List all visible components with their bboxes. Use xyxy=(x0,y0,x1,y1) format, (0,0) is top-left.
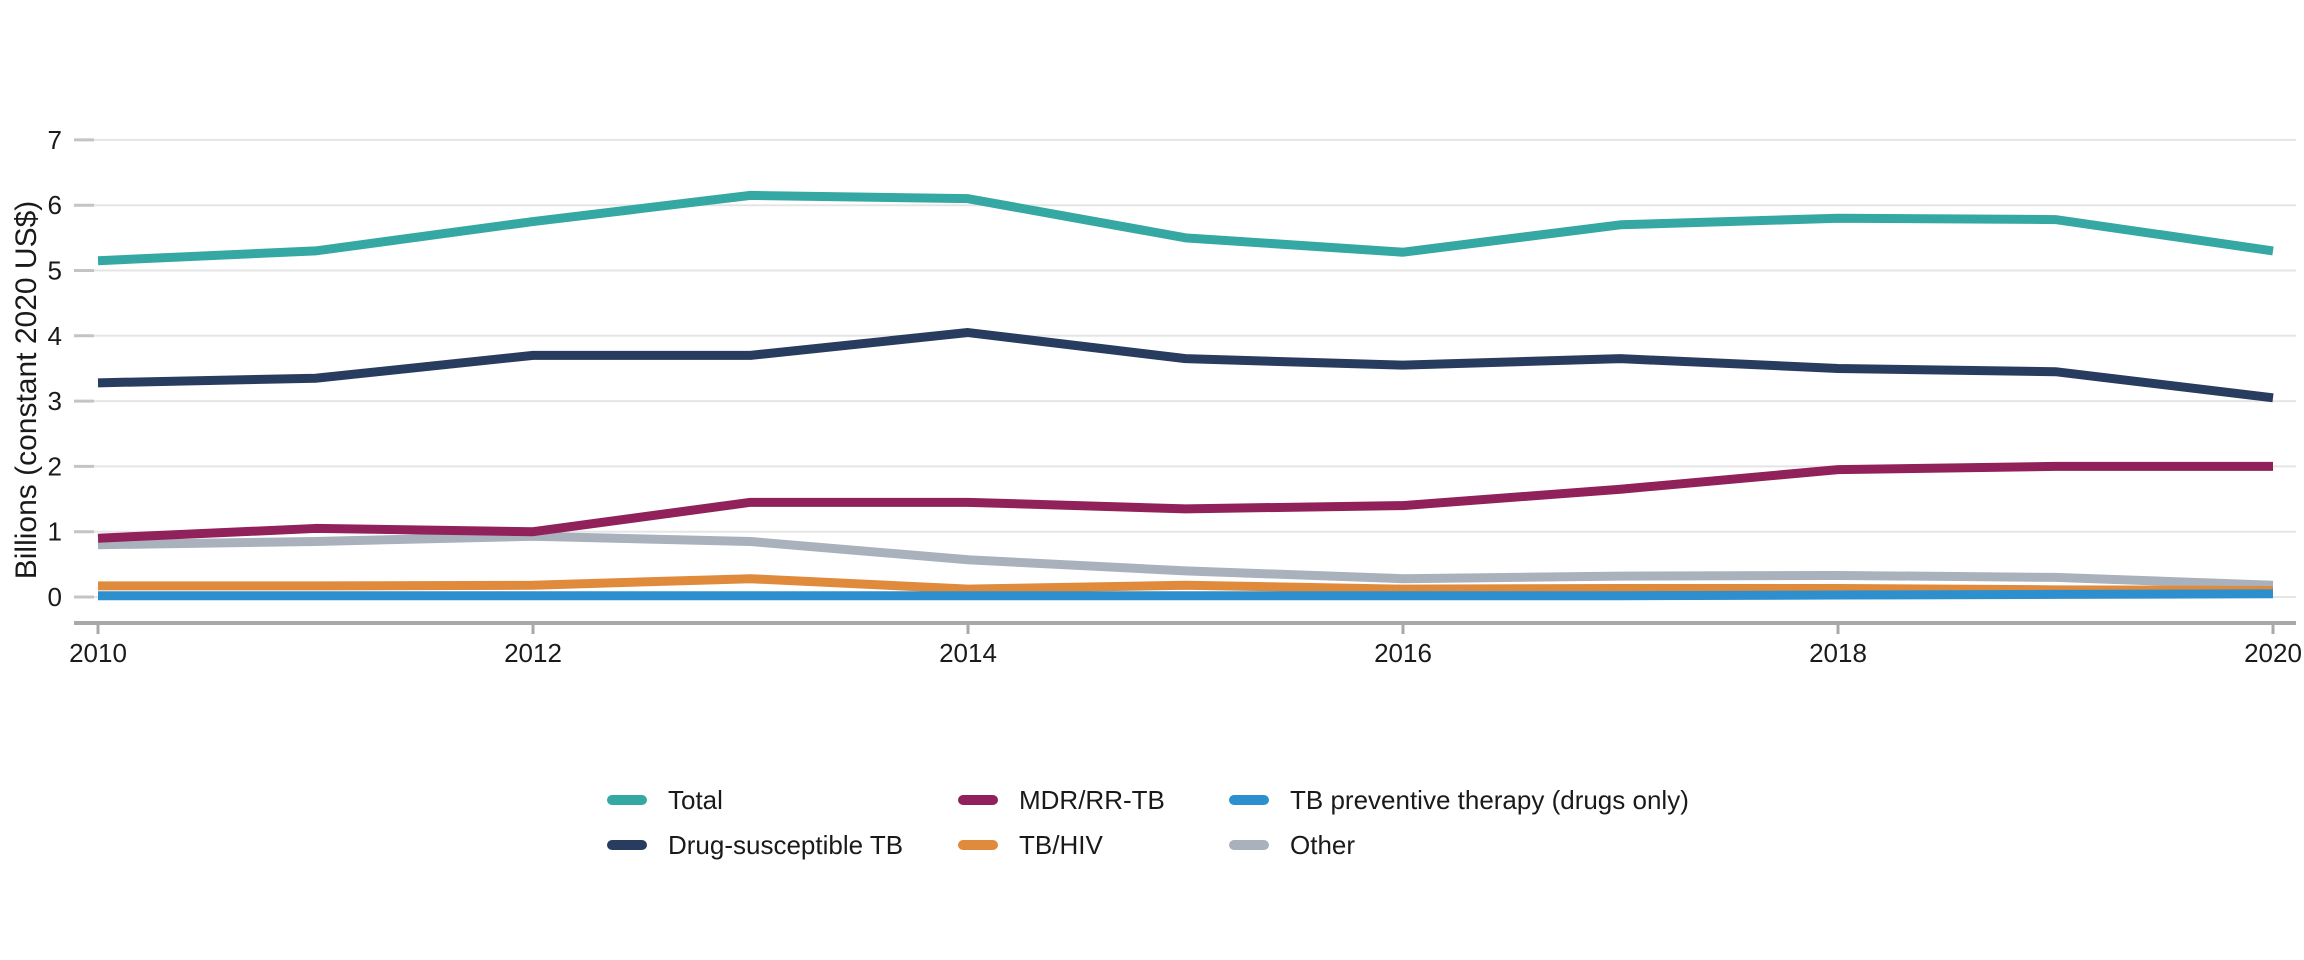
legend-item-total: Total xyxy=(607,785,723,815)
series-line-tb-preventive-therapy-drugs-only xyxy=(98,589,2274,601)
y-tick-label-0: 0 xyxy=(48,582,62,612)
legend-item-tb-hiv: TB/HIV xyxy=(958,830,1103,860)
legend-item-tb-preventive-therapy-drugs-only: TB preventive therapy (drugs only) xyxy=(1229,785,1689,815)
x-tick-label-2014: 2014 xyxy=(939,638,997,668)
series-line-tb-hiv xyxy=(98,574,2274,595)
legend-label-tb-hiv: TB/HIV xyxy=(1019,829,1103,860)
legend-label-total: Total xyxy=(668,784,723,815)
legend-swatch-drug-susceptible-tb xyxy=(607,840,647,850)
legend-item-drug-susceptible-tb: Drug-susceptible TB xyxy=(607,830,903,860)
legend-swatch-total xyxy=(607,795,647,805)
legend-item-mdr-rr-tb: MDR/RR-TB xyxy=(958,785,1165,815)
series-line-total xyxy=(97,190,2274,266)
y-tick-label-5: 5 xyxy=(48,256,62,286)
legend-swatch-tb-hiv xyxy=(958,840,998,850)
x-tick-label-2018: 2018 xyxy=(1809,638,1867,668)
legend-swatch-tb-preventive-therapy-drugs-only xyxy=(1229,795,1269,805)
series-line-drug-susceptible-tb xyxy=(97,328,2274,403)
x-tick-label-2012: 2012 xyxy=(504,638,562,668)
legend-item-other: Other xyxy=(1229,830,1355,860)
legend-swatch-mdr-rr-tb xyxy=(958,795,998,805)
series-line-mdr-rr-tb xyxy=(97,461,2273,543)
y-tick-label-7: 7 xyxy=(48,125,62,155)
y-tick-label-1: 1 xyxy=(48,517,62,547)
x-tick-label-2016: 2016 xyxy=(1374,638,1432,668)
series-line-other xyxy=(97,531,2274,590)
legend-label-other: Other xyxy=(1290,829,1356,860)
x-tick-label-2010: 2010 xyxy=(69,638,127,668)
y-tick-label-4: 4 xyxy=(48,321,62,351)
y-axis-title: Billions (constant 2020 US$) xyxy=(10,200,43,580)
legend-label-drug-susceptible-tb: Drug-susceptible TB xyxy=(668,829,904,860)
tb-funding-line-chart: 0 1 2 3 4 5 6 7 2010 2012 2014 2016 2018 2020 xyxy=(48,125,2302,668)
y-tick-label-6: 6 xyxy=(48,190,62,220)
y-tick-label-2: 2 xyxy=(48,451,62,481)
y-tick-label-3: 3 xyxy=(48,386,62,416)
legend-swatch-other xyxy=(1229,840,1269,850)
legend-label-mdr-rr-tb: MDR/RR-TB xyxy=(1019,784,1165,815)
x-tick-label-2020: 2020 xyxy=(2244,638,2302,668)
legend-label-tb-preventive-therapy-drugs-only: TB preventive therapy (drugs only) xyxy=(1290,784,1689,815)
